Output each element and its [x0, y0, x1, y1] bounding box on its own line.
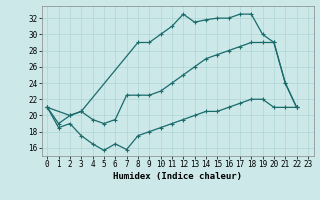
- X-axis label: Humidex (Indice chaleur): Humidex (Indice chaleur): [113, 172, 242, 181]
